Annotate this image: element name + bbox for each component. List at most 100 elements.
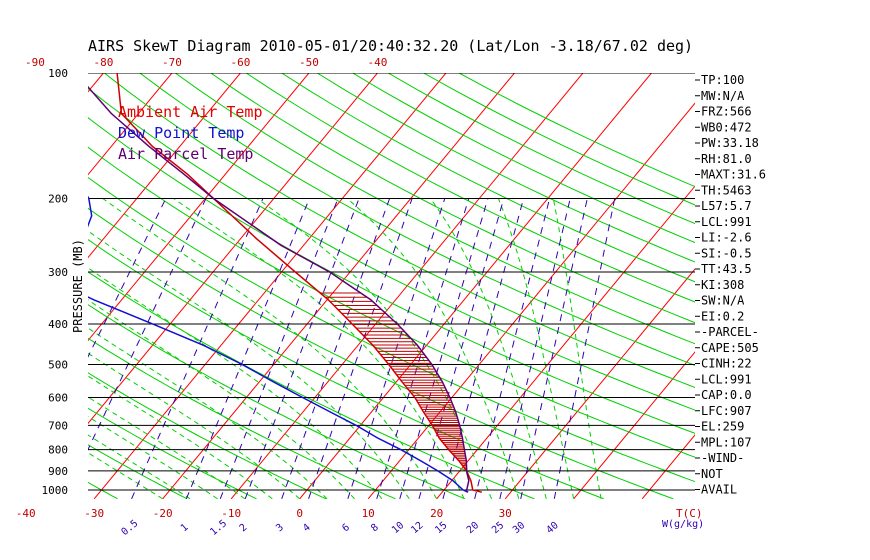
dry-adiabat-line — [88, 304, 466, 499]
isotherm-line — [88, 73, 378, 425]
dry-adiabat-line — [88, 271, 535, 499]
stability-index: -PARCEL- — [701, 325, 759, 339]
isotherm-line — [88, 73, 310, 342]
pressure-tick-label: 100 — [48, 67, 68, 80]
mixing-ratio-tick-label: 3 — [274, 522, 286, 534]
top-temp-tick-label: -50 — [299, 56, 319, 69]
stability-index: MW:N/A — [701, 89, 745, 103]
moist-adiabat-line — [88, 415, 218, 499]
mixing-ratio-tick-label: 1.5 — [208, 518, 229, 538]
dry-adiabat-line — [103, 73, 695, 389]
pressure-tick-label: 400 — [48, 318, 68, 331]
cape-hatching — [320, 292, 467, 471]
mixing-ratio-tick-label: 2 — [238, 522, 250, 534]
stability-index: SI:-0.5 — [701, 246, 752, 260]
stability-index: KI:308 — [701, 278, 744, 292]
bottom-temp-tick-label: -30 — [84, 507, 104, 520]
stability-index: SW:N/A — [701, 294, 745, 308]
mixing-ratio-tick-label: 6 — [340, 522, 352, 534]
isotherm-line — [0, 73, 35, 499]
stability-index: MAXT:31.6 — [701, 168, 766, 182]
stability-index: WB0:472 — [701, 120, 752, 134]
moist-adiabat-line — [88, 375, 273, 499]
series-line-air-parcel-temp — [88, 85, 470, 493]
stability-index: CAPE:505 — [701, 341, 759, 355]
moist-adiabat-line — [88, 299, 355, 499]
mixing-ratio-tick-label: 15 — [433, 520, 449, 536]
mixing-ratio-line — [553, 198, 616, 499]
sounding-profiles — [88, 73, 483, 493]
series-line-ambient-air-temp — [116, 73, 483, 493]
bottom-temp-tick-label: -20 — [153, 507, 173, 520]
pressure-tick-label: 500 — [48, 358, 68, 371]
stability-index: LCL:991 — [701, 372, 752, 386]
pressure-tick-label: 900 — [48, 465, 68, 478]
pressure-tick-label: 200 — [48, 193, 68, 206]
bottom-temp-tick-label: 10 — [362, 507, 375, 520]
mixing-ratio-line — [88, 198, 207, 451]
isotherm-line — [299, 73, 652, 499]
mixing-ratio-line — [418, 198, 505, 499]
bottom-temp-tick-label: -10 — [221, 507, 241, 520]
mixing-ratio-unit-label: W(g/kg) — [662, 519, 704, 530]
mixing-ratio-tick-label: 8 — [369, 522, 381, 534]
chart-title: AIRS SkewT Diagram 2010-05-01/20:40:32.2… — [88, 37, 693, 55]
dry-adiabat-line — [88, 146, 695, 458]
mixing-ratio-line — [131, 198, 264, 499]
mixing-ratio-tick-label: 30 — [511, 520, 527, 536]
dry-adiabat-line — [88, 176, 695, 483]
isotherm-line — [88, 73, 173, 176]
dry-adiabat-line — [281, 73, 695, 283]
dry-adiabat-line — [316, 73, 695, 263]
legend-entry: Ambient Air Temp — [118, 103, 263, 121]
stability-index: RH:81.0 — [701, 152, 752, 166]
bottom-temp-tick-label: 20 — [430, 507, 443, 520]
stability-index: TT:43.5 — [701, 262, 752, 276]
stability-index: CAP:0.0 — [701, 388, 752, 402]
legend: Ambient Air Temp Dew Point Temp Air Parcel… — [118, 103, 263, 163]
dry-adiabat-line — [88, 407, 257, 499]
bottom-temp-tick-label: 30 — [499, 507, 512, 520]
stability-index: PW:33.18 — [701, 136, 759, 150]
stability-index: LI:-2.6 — [701, 231, 752, 245]
stability-index: MPL:107 — [701, 435, 752, 449]
axes: 1002003004005006007008009001000-50-40-30… — [16, 56, 704, 538]
moist-adiabat-line — [88, 434, 191, 499]
mixing-ratio-tick-label: 40 — [545, 520, 561, 536]
moist-adiabat-line — [88, 267, 383, 499]
dry-adiabat-line — [175, 73, 695, 345]
top-temp-tick-label: -70 — [162, 56, 182, 69]
moist-adiabat-line — [88, 327, 328, 499]
dry-adiabat-line — [0, 73, 48, 499]
stability-index: TP:100 — [701, 73, 744, 87]
mixing-ratio-line — [281, 198, 391, 499]
dry-adiabat-line — [88, 239, 604, 499]
mixing-ratio-tick-label: 4 — [301, 522, 313, 534]
top-temp-tick-label: -80 — [94, 56, 114, 69]
isotherm-line — [88, 73, 241, 259]
moist-adiabat-line — [346, 198, 520, 499]
pressure-tick-label: 300 — [48, 266, 68, 279]
dry-adiabat-line — [88, 87, 695, 411]
dry-adiabat-line — [139, 73, 695, 366]
stability-index: LFC:907 — [701, 404, 752, 418]
isotherm-line — [93, 73, 447, 499]
legend-entry: Dew Point Temp — [118, 124, 244, 142]
moist-adiabat-line — [429, 198, 547, 499]
mixing-ratio-tick-label: 12 — [409, 520, 425, 536]
moist-adiabat-line — [88, 452, 163, 499]
series-line-dew-point-temp — [88, 195, 469, 493]
mixing-ratio-tick-label: 1 — [179, 522, 191, 534]
moist-adiabat-line — [88, 396, 246, 499]
pressure-tick-label: 1000 — [42, 484, 69, 497]
top-temp-tick-label: -40 — [368, 56, 388, 69]
stability-index: EL:259 — [701, 420, 744, 434]
y-axis-label: PRESSURE (MB) — [71, 239, 85, 333]
mixing-ratio-line — [376, 198, 470, 499]
dry-adiabat-line — [88, 337, 396, 499]
stability-index: L57:5.7 — [701, 199, 752, 213]
pressure-tick-label: 800 — [48, 444, 68, 457]
mixing-ratio-line — [185, 198, 310, 499]
